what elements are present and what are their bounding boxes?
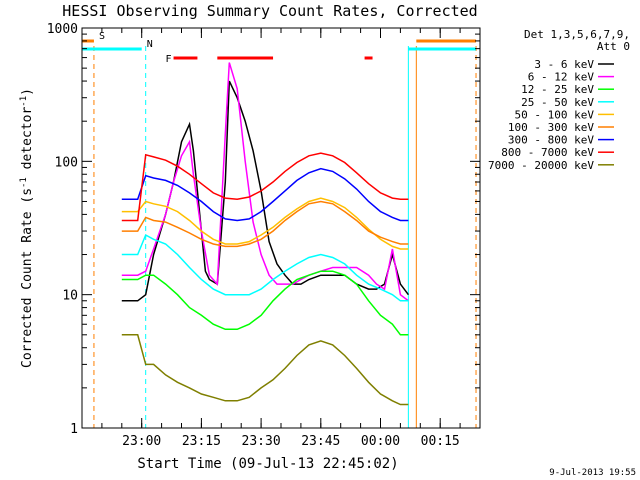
series-line [121, 197, 409, 250]
chart-title: HESSI Observing Summary Count Rates, Cor… [62, 2, 477, 20]
x-tick-label: 23:00 [122, 434, 161, 449]
series-line [121, 200, 409, 248]
flag-bars: S N F [82, 31, 477, 65]
legend-label: 100 - 300 keV [508, 121, 594, 134]
legend-label: 12 - 25 keV [521, 83, 594, 96]
legend-title-line-1: Det 1,3,5,6,7,9, [524, 28, 630, 41]
legend-label: 7000 - 20000 keV [488, 159, 594, 172]
timestamp: 9-Jul-2013 19:55 [549, 468, 636, 478]
y-tick-label: 1000 [47, 22, 78, 37]
legend-label: 800 - 7000 keV [501, 146, 594, 159]
y-tick-label: 100 [55, 155, 78, 170]
series-line [121, 62, 409, 302]
legend-label: 6 - 12 keV [528, 71, 595, 84]
series-line [121, 334, 409, 406]
legend-title-line-2: Att 0 [597, 40, 630, 53]
x-axis-label: Start Time (09-Jul-13 22:45:02) [137, 456, 398, 472]
y-label-main: Corrected Count Rate (s [20, 188, 35, 368]
legend-label: 300 - 800 keV [508, 134, 594, 147]
series-line [121, 80, 409, 302]
y-label-exponent-1: -1 [19, 177, 29, 188]
x-tick-label: 23:45 [301, 434, 340, 449]
y-tick-label: 1 [70, 422, 78, 437]
y-label-end: ) [20, 88, 35, 96]
y-label-exponent-2: -1 [19, 96, 29, 107]
flag-label: S [99, 31, 105, 42]
x-tick-label: 00:00 [361, 434, 400, 449]
series-line [121, 167, 409, 222]
x-tick-label: 00:15 [421, 434, 460, 449]
y-axis: 1 10 100 1000 [47, 22, 480, 437]
legend-label: 50 - 100 keV [515, 108, 595, 121]
series-line [121, 233, 409, 302]
series-line [121, 270, 409, 336]
x-tick-label: 23:30 [242, 434, 281, 449]
x-axis: 23:00 23:15 23:30 23:45 00:00 00:15 [81, 28, 481, 449]
flag-label: F [166, 54, 172, 65]
interval-markers [93, 46, 477, 428]
plot-frame [81, 27, 481, 429]
x-tick-label: 23:15 [182, 434, 221, 449]
series-lines [121, 62, 409, 406]
series-line [121, 152, 409, 222]
flag-label: N [147, 39, 153, 50]
legend-label: 25 - 50 keV [521, 96, 594, 109]
y-axis-label: Corrected Count Rate (s-1 detector-1) [19, 88, 35, 368]
legend-label: 3 - 6 keV [534, 58, 594, 71]
y-label-middle: detector [20, 107, 35, 178]
y-tick-label: 10 [62, 289, 78, 304]
